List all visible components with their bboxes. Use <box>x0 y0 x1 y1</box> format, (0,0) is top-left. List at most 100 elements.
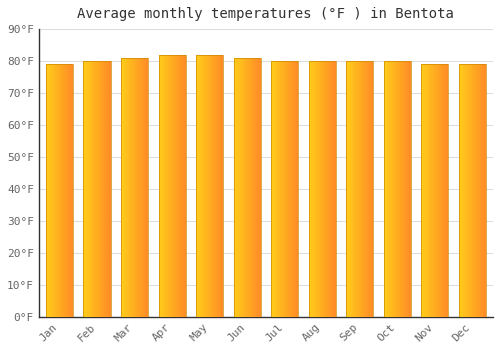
Bar <box>482 64 483 317</box>
Bar <box>162 55 163 317</box>
Bar <box>99 61 100 317</box>
Bar <box>84 61 110 317</box>
Bar <box>217 55 218 317</box>
Bar <box>158 55 186 317</box>
Bar <box>282 61 283 317</box>
Bar <box>388 61 389 317</box>
Bar <box>292 61 293 317</box>
Bar <box>386 61 388 317</box>
Bar <box>272 61 273 317</box>
Bar <box>199 55 200 317</box>
Bar <box>469 64 470 317</box>
Bar <box>57 64 58 317</box>
Bar <box>290 61 291 317</box>
Bar <box>462 64 464 317</box>
Bar <box>146 58 147 317</box>
Bar <box>391 61 392 317</box>
Bar <box>204 55 205 317</box>
Bar <box>121 58 148 317</box>
Bar <box>362 61 364 317</box>
Bar <box>320 61 322 317</box>
Bar <box>134 58 136 317</box>
Bar <box>126 58 128 317</box>
Bar <box>372 61 374 317</box>
Bar <box>138 58 139 317</box>
Bar <box>312 61 313 317</box>
Bar <box>441 64 442 317</box>
Bar <box>240 58 241 317</box>
Bar <box>480 64 482 317</box>
Bar <box>142 58 144 317</box>
Bar <box>310 61 312 317</box>
Bar <box>242 58 244 317</box>
Bar <box>108 61 110 317</box>
Bar <box>238 58 239 317</box>
Bar <box>459 64 486 317</box>
Bar <box>346 61 347 317</box>
Bar <box>359 61 360 317</box>
Bar <box>139 58 140 317</box>
Bar <box>48 64 50 317</box>
Bar <box>436 64 438 317</box>
Bar <box>467 64 468 317</box>
Bar <box>424 64 425 317</box>
Bar <box>160 55 162 317</box>
Bar <box>284 61 286 317</box>
Bar <box>207 55 208 317</box>
Bar <box>423 64 424 317</box>
Bar <box>58 64 59 317</box>
Bar <box>348 61 349 317</box>
Bar <box>308 61 336 317</box>
Bar <box>250 58 251 317</box>
Bar <box>365 61 366 317</box>
Bar <box>136 58 137 317</box>
Bar <box>72 64 73 317</box>
Bar <box>356 61 357 317</box>
Bar <box>106 61 107 317</box>
Bar <box>247 58 248 317</box>
Bar <box>394 61 396 317</box>
Bar <box>214 55 215 317</box>
Bar <box>236 58 237 317</box>
Bar <box>369 61 370 317</box>
Bar <box>360 61 362 317</box>
Bar <box>271 61 298 317</box>
Bar <box>318 61 320 317</box>
Bar <box>432 64 433 317</box>
Bar <box>402 61 404 317</box>
Bar <box>170 55 171 317</box>
Bar <box>330 61 332 317</box>
Bar <box>239 58 240 317</box>
Bar <box>254 58 256 317</box>
Bar <box>208 55 210 317</box>
Bar <box>293 61 294 317</box>
Bar <box>168 55 170 317</box>
Bar <box>466 64 467 317</box>
Bar <box>289 61 290 317</box>
Bar <box>164 55 165 317</box>
Bar <box>364 61 365 317</box>
Bar <box>98 61 99 317</box>
Bar <box>165 55 166 317</box>
Bar <box>346 61 374 317</box>
Bar <box>276 61 278 317</box>
Bar <box>296 61 298 317</box>
Bar <box>252 58 254 317</box>
Bar <box>428 64 430 317</box>
Bar <box>196 55 197 317</box>
Bar <box>60 64 62 317</box>
Bar <box>173 55 174 317</box>
Bar <box>427 64 428 317</box>
Bar <box>459 64 460 317</box>
Bar <box>291 61 292 317</box>
Bar <box>131 58 132 317</box>
Bar <box>181 55 182 317</box>
Bar <box>88 61 89 317</box>
Bar <box>234 58 260 317</box>
Bar <box>94 61 95 317</box>
Bar <box>166 55 168 317</box>
Bar <box>176 55 178 317</box>
Bar <box>71 64 72 317</box>
Bar <box>281 61 282 317</box>
Bar <box>472 64 474 317</box>
